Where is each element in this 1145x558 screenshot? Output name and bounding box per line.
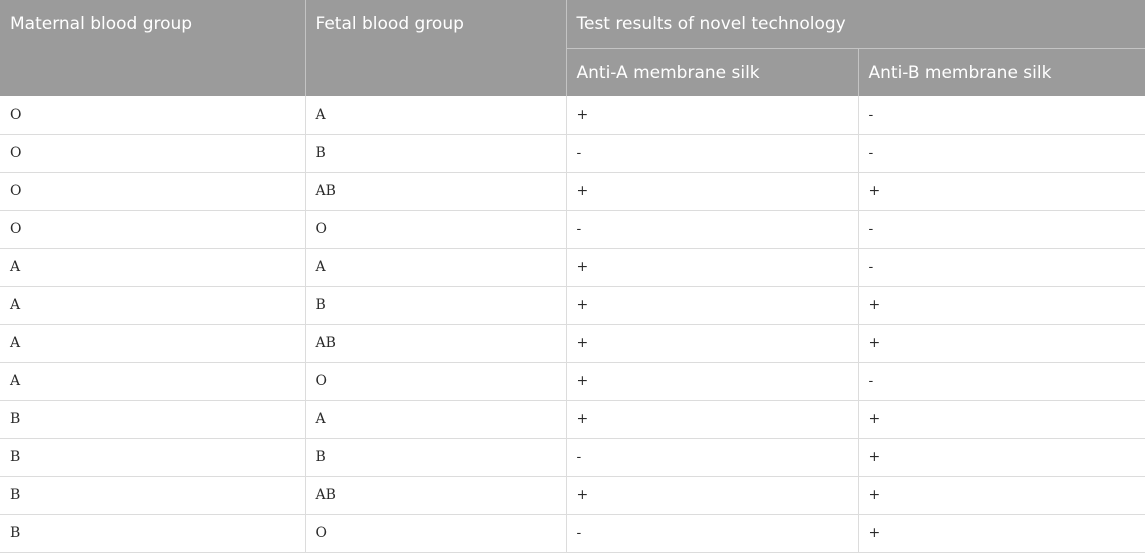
anti-a-result-cell: - [566, 438, 859, 477]
anti-a-result-cell: - [566, 210, 859, 249]
anti-a-result-cell: + [566, 362, 859, 401]
maternal-cell: B [0, 400, 306, 439]
table-row: O A + - [0, 96, 1145, 135]
anti-b-result-cell: + [858, 286, 1145, 325]
table-row: O AB + + [0, 172, 1145, 211]
maternal-cell: A [0, 248, 306, 287]
header-anti-a-membrane-silk: Anti-A membrane silk [566, 47, 859, 96]
anti-a-result-cell: - [566, 134, 859, 173]
anti-b-result-cell: - [858, 210, 1145, 249]
anti-b-result-cell: + [858, 400, 1145, 439]
table-row: B A + + [0, 400, 1145, 439]
table-header: Maternal blood group Fetal blood group T… [0, 0, 1145, 96]
maternal-cell: O [0, 172, 306, 211]
table-row: B B - + [0, 438, 1145, 477]
fetal-cell: AB [305, 476, 567, 515]
table-row: B AB + + [0, 476, 1145, 515]
anti-a-result-cell: + [566, 286, 859, 325]
anti-a-result-cell: - [566, 514, 859, 553]
maternal-cell: O [0, 134, 306, 173]
maternal-cell: O [0, 210, 306, 249]
anti-b-result-cell: - [858, 134, 1145, 173]
maternal-cell: B [0, 514, 306, 553]
header-test-results: Test results of novel technology [566, 0, 1145, 48]
maternal-cell: A [0, 286, 306, 325]
anti-a-result-cell: + [566, 248, 859, 287]
fetal-cell: O [305, 210, 567, 249]
anti-b-result-cell: - [858, 96, 1145, 135]
table-body: O A + - O B - - O AB + + O O - - A A + - A B + + A AB + + A O + - B A + + B B… [0, 96, 1145, 553]
anti-a-result-cell: + [566, 400, 859, 439]
anti-a-result-cell: + [566, 172, 859, 211]
fetal-cell: AB [305, 324, 567, 363]
fetal-cell: O [305, 362, 567, 401]
header-anti-b-membrane-silk: Anti-B membrane silk [858, 47, 1145, 96]
anti-b-result-cell: + [858, 438, 1145, 477]
anti-b-result-cell: + [858, 172, 1145, 211]
anti-b-result-cell: + [858, 514, 1145, 553]
maternal-cell: O [0, 96, 306, 135]
anti-a-result-cell: + [566, 324, 859, 363]
anti-b-result-cell: - [858, 362, 1145, 401]
maternal-cell: A [0, 324, 306, 363]
fetal-cell: A [305, 248, 567, 287]
fetal-cell: A [305, 400, 567, 439]
table-row: A A + - [0, 248, 1145, 287]
fetal-cell: B [305, 286, 567, 325]
anti-a-result-cell: + [566, 476, 859, 515]
header-fetal-blood-group: Fetal blood group [305, 0, 567, 96]
anti-a-result-cell: + [566, 96, 859, 135]
fetal-cell: B [305, 438, 567, 477]
table-row: A B + + [0, 286, 1145, 325]
fetal-cell: AB [305, 172, 567, 211]
table-row: B O - + [0, 514, 1145, 553]
maternal-cell: B [0, 438, 306, 477]
table-row: A O + - [0, 362, 1145, 401]
maternal-cell: B [0, 476, 306, 515]
fetal-cell: O [305, 514, 567, 553]
header-row-2: Anti-A membrane silk Anti-B membrane sil… [0, 47, 1145, 96]
anti-b-result-cell: - [858, 248, 1145, 287]
anti-b-result-cell: + [858, 476, 1145, 515]
header-maternal-blood-group: Maternal blood group [0, 0, 306, 96]
header-row-1: Maternal blood group Fetal blood group T… [0, 0, 1145, 96]
fetal-cell: B [305, 134, 567, 173]
maternal-cell: A [0, 362, 306, 401]
fetal-cell: A [305, 96, 567, 135]
anti-b-result-cell: + [858, 324, 1145, 363]
table-row: A AB + + [0, 324, 1145, 363]
